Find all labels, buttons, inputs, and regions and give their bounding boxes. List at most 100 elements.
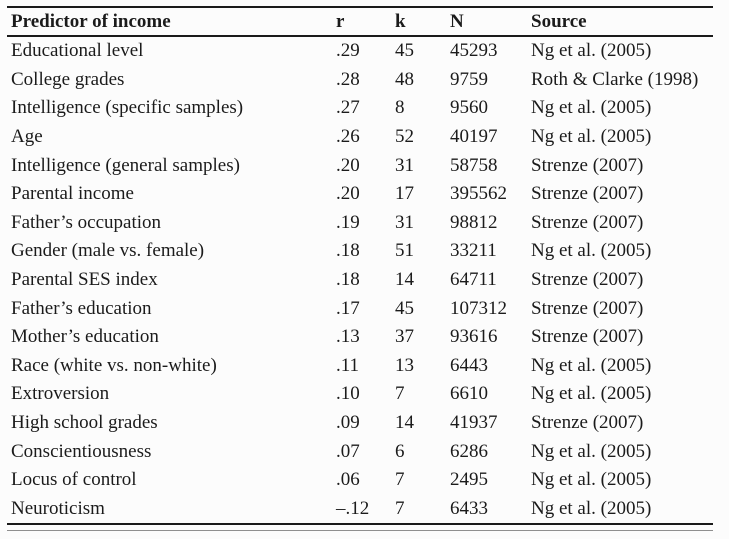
- col-header-n: N: [447, 7, 528, 37]
- cell-source: Ng et al. (2005): [531, 469, 652, 491]
- cell-N: 58758: [450, 154, 498, 176]
- cell-predictor: Gender (male vs. female): [11, 240, 205, 262]
- cell-r: .29: [336, 40, 360, 62]
- cell-k: 8: [395, 97, 405, 119]
- cell-r: .13: [336, 326, 360, 348]
- cell-r: .10: [336, 383, 360, 405]
- table-row: Educational level .29 45 45293 Ng et al. (20…: [7, 36, 713, 66]
- cell-source: Ng et al. (2005): [531, 240, 652, 262]
- cell-predictor: Parental SES index: [11, 269, 158, 291]
- col-header-r: r: [333, 7, 392, 37]
- cell-predictor: Intelligence (general samples): [11, 154, 240, 176]
- cell-r: .09: [336, 412, 360, 434]
- cell-predictor: Locus of control: [11, 469, 137, 491]
- table-row: Age .26 52 40197 Ng et al. (2005): [7, 123, 713, 152]
- table-row: Parental income .20 17 395562 Strenze (2007): [7, 180, 713, 209]
- cell-r: .19: [336, 211, 360, 233]
- cell-source: Strenze (2007): [531, 297, 644, 319]
- cell-predictor: Father’s education: [11, 297, 152, 319]
- cell-source: Ng et al. (2005): [531, 383, 652, 405]
- cell-predictor: Educational level: [11, 40, 144, 62]
- cell-N: 93616: [450, 326, 498, 348]
- table-row: Race (white vs. non-white) .11 13 6443 Ng et…: [7, 352, 713, 381]
- cell-r: .11: [336, 354, 360, 376]
- cell-r: .17: [336, 297, 360, 319]
- cell-N: 9560: [450, 97, 488, 119]
- cell-k: 31: [395, 154, 414, 176]
- cell-k: 7: [395, 497, 405, 519]
- cell-k: 6: [395, 440, 405, 462]
- table-row: Intelligence (general samples) .20 31 58758…: [7, 151, 713, 180]
- table-row: Extroversion .10 7 6610 Ng et al. (2005): [7, 380, 713, 409]
- income-predictors-table: Predictor of income r k N Source Educati…: [7, 6, 713, 526]
- cell-source: Strenze (2007): [531, 183, 644, 205]
- cell-source: Ng et al. (2005): [531, 354, 652, 376]
- table-row: Mother’s education .13 37 93616 Strenze (200…: [7, 323, 713, 352]
- cell-predictor: High school grades: [11, 412, 158, 434]
- cell-N: 6286: [450, 440, 488, 462]
- cell-source: Strenze (2007): [531, 269, 644, 291]
- cell-k: 45: [395, 297, 414, 319]
- cell-r: .18: [336, 240, 360, 262]
- cell-predictor: Extroversion: [11, 383, 110, 405]
- cell-source: Ng et al. (2005): [531, 97, 652, 119]
- cell-predictor: Conscientiousness: [11, 440, 152, 462]
- cell-N: 40197: [450, 126, 498, 148]
- cell-source: Ng et al. (2005): [531, 497, 652, 519]
- cell-r: .07: [336, 440, 360, 462]
- cell-k: 52: [395, 126, 414, 148]
- table-row: High school grades .09 14 41937 Strenze (200…: [7, 409, 713, 438]
- cell-k: 37: [395, 326, 414, 348]
- cell-source: Strenze (2007): [531, 412, 644, 434]
- col-header-predictor: Predictor of income: [7, 7, 333, 37]
- cell-r: .27: [336, 97, 360, 119]
- cell-source: Ng et al. (2005): [531, 40, 652, 62]
- cell-r: –.12: [336, 497, 370, 519]
- cell-source: Strenze (2007): [531, 211, 644, 233]
- cell-source: Roth & Clarke (1998): [531, 68, 699, 90]
- cell-source: Ng et al. (2005): [531, 440, 652, 462]
- cell-N: 98812: [450, 211, 498, 233]
- cell-N: 2495: [450, 469, 488, 491]
- cell-predictor: Mother’s education: [11, 326, 159, 348]
- cell-predictor: Father’s occupation: [11, 211, 162, 233]
- table-row: Parental SES index .18 14 64711 Strenze (200…: [7, 266, 713, 295]
- cell-r: .20: [336, 183, 360, 205]
- cell-r: .18: [336, 269, 360, 291]
- table-row: Neuroticism –.12 7 6433 Ng et al. (2005): [7, 495, 713, 525]
- cell-k: 31: [395, 211, 414, 233]
- cell-source: Strenze (2007): [531, 326, 644, 348]
- col-header-k: k: [392, 7, 447, 37]
- cell-predictor: Parental income: [11, 183, 134, 205]
- table-body: Educational level .29 45 45293 Ng et al. (20…: [7, 36, 713, 524]
- table-row: Father’s education .17 45 107312 Strenze (20…: [7, 294, 713, 323]
- cell-N: 9759: [450, 68, 488, 90]
- cell-predictor: Race (white vs. non-white): [11, 354, 217, 376]
- cell-N: 33211: [450, 240, 497, 262]
- cell-N: 45293: [450, 40, 498, 62]
- cell-k: 14: [395, 412, 414, 434]
- cell-k: 7: [395, 383, 405, 405]
- cell-N: 41937: [450, 412, 498, 434]
- cell-predictor: Intelligence (specific samples): [11, 97, 244, 119]
- cell-N: 6610: [450, 383, 488, 405]
- table-row: Conscientiousness .07 6 6286 Ng et al. (2005…: [7, 437, 713, 466]
- table-row: Father’s occupation .19 31 98812 Strenze (20…: [7, 209, 713, 238]
- table-row: Gender (male vs. female) .18 51 33211 Ng et …: [7, 237, 713, 266]
- cell-k: 7: [395, 469, 405, 491]
- cell-r: .28: [336, 68, 360, 90]
- cell-k: 45: [395, 40, 414, 62]
- bottom-thin-rule: [7, 530, 713, 531]
- cell-N: 395562: [450, 183, 507, 205]
- cell-r: .20: [336, 154, 360, 176]
- cell-r: .06: [336, 469, 360, 491]
- table-header-row: Predictor of income r k N Source: [7, 7, 713, 37]
- cell-k: 14: [395, 269, 414, 291]
- cell-source: Strenze (2007): [531, 154, 644, 176]
- cell-predictor: Neuroticism: [11, 497, 105, 519]
- cell-k: 13: [395, 354, 414, 376]
- cell-k: 51: [395, 240, 414, 262]
- col-header-source: Source: [528, 7, 713, 37]
- table-row: Intelligence (specific samples) .27 8 9560 N…: [7, 94, 713, 123]
